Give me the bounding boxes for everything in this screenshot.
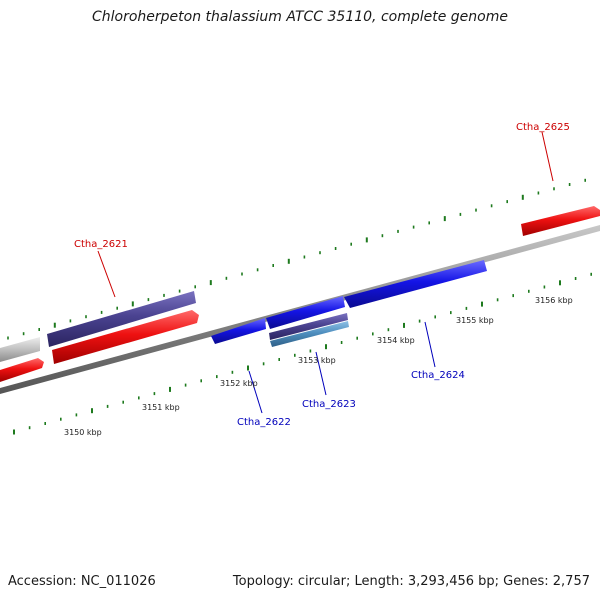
scale-label-3150: 3150 kbp: [64, 428, 102, 437]
map-title: Chloroherpeton thalassium ATCC 35110, co…: [92, 9, 508, 25]
scale-label-3151: 3151 kbp: [142, 403, 180, 412]
gene-ctha-2624[interactable]: [344, 260, 487, 308]
scale-label-3154: 3154 kbp: [377, 336, 415, 345]
genome-summary-text: Topology: circular; Length: 3,293,456 bp…: [232, 574, 590, 589]
gene-labels: Ctha_2621 Ctha_2622 Ctha_2623 Ctha_2624 …: [74, 122, 570, 428]
gene-label-ctha-2622[interactable]: Ctha_2622: [237, 417, 291, 428]
scale-label-3152: 3152 kbp: [220, 379, 258, 388]
gene-ctha-2621-red[interactable]: [52, 310, 199, 364]
accession-text: Accession: NC_011026: [8, 574, 156, 589]
scale-label-3156: 3156 kbp: [535, 296, 573, 305]
label-connectors: [97, 131, 554, 414]
gene-ctha-2622[interactable]: [211, 318, 266, 344]
gene-label-ctha-2625[interactable]: Ctha_2625: [516, 122, 570, 133]
scale-label-3153: 3153 kbp: [298, 356, 336, 365]
gene-ctha-2623-lightblue[interactable]: [270, 321, 349, 347]
gene-label-ctha-2624[interactable]: Ctha_2624: [411, 370, 465, 381]
scale-ticks-upper: [7, 178, 587, 340]
gene-ctha-2621-purple[interactable]: [47, 291, 196, 347]
scale-labels: 3150 kbp 3151 kbp 3152 kbp 3153 kbp 3154…: [64, 296, 573, 437]
gene-gray-left[interactable]: [0, 337, 40, 362]
gene-ctha-2623-blue[interactable]: [266, 296, 345, 329]
scale-ticks-lower: [13, 272, 593, 435]
gene-red-left[interactable]: [0, 358, 44, 382]
gene-label-ctha-2623[interactable]: Ctha_2623: [302, 399, 356, 410]
gene-ctha-2625[interactable]: [521, 206, 600, 236]
scale-label-3155: 3155 kbp: [456, 316, 494, 325]
gene-features: [0, 206, 600, 382]
gene-ctha-2623-purple[interactable]: [269, 313, 348, 340]
gene-label-ctha-2621[interactable]: Ctha_2621: [74, 239, 128, 250]
